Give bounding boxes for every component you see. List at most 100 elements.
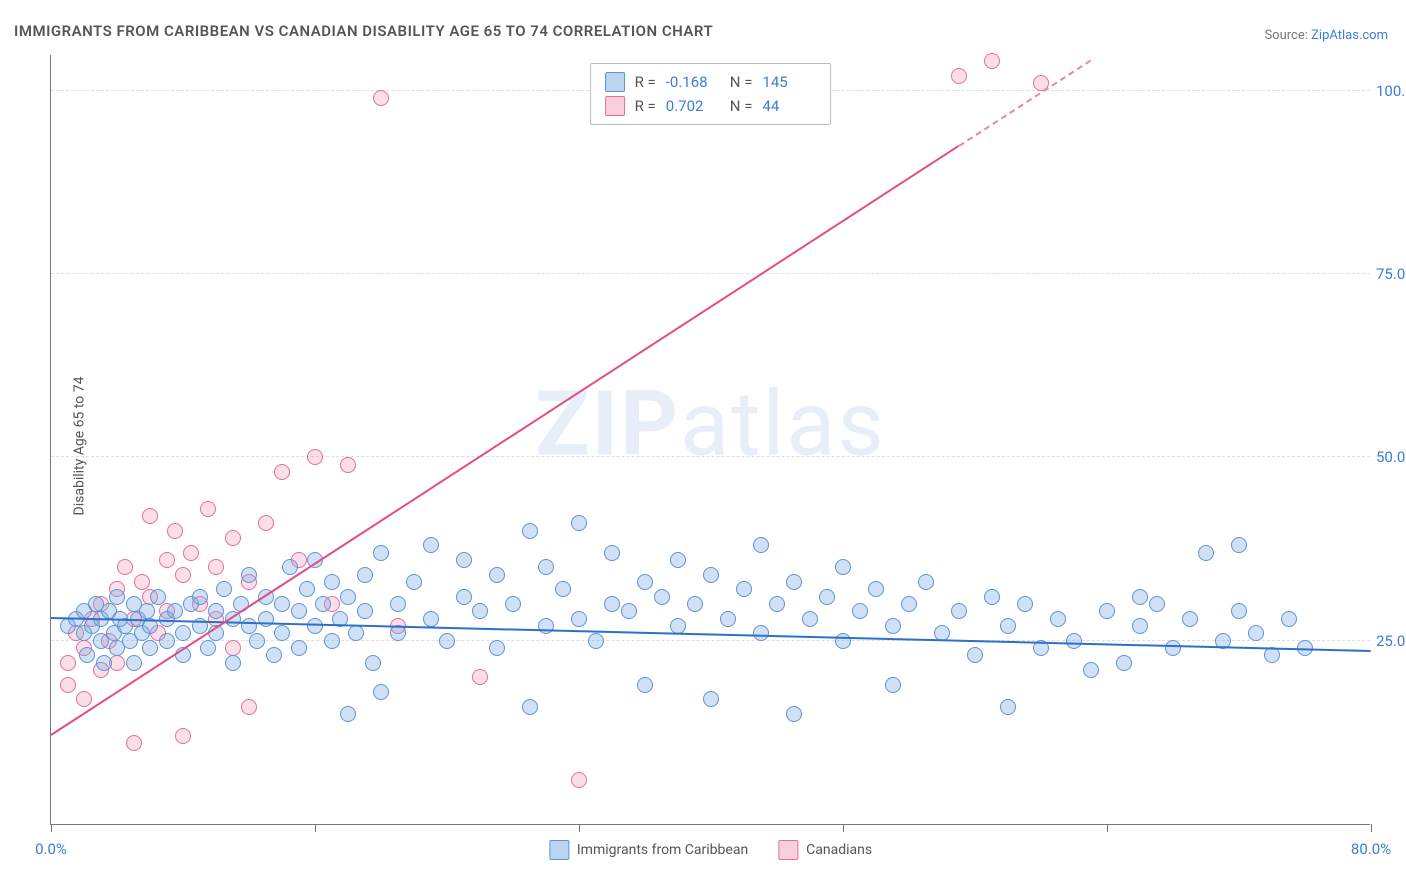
data-point xyxy=(274,596,290,612)
data-point xyxy=(142,640,158,656)
data-point xyxy=(406,574,422,590)
chart-title: IMMIGRANTS FROM CARIBBEAN VS CANADIAN DI… xyxy=(14,22,713,40)
data-point xyxy=(60,618,76,634)
data-point xyxy=(571,611,587,627)
data-point xyxy=(340,589,356,605)
data-point xyxy=(291,640,307,656)
data-point xyxy=(134,574,150,590)
data-point xyxy=(423,537,439,553)
gridline xyxy=(51,456,1370,457)
gridline xyxy=(51,640,1370,641)
plot-area: ZIPatlas R = -0.168 N = 145 R = 0.702 N … xyxy=(50,55,1370,825)
data-point xyxy=(1132,589,1148,605)
data-point xyxy=(208,559,224,575)
data-point xyxy=(819,589,835,605)
data-point xyxy=(241,699,257,715)
data-point xyxy=(175,728,191,744)
data-point xyxy=(555,581,571,597)
data-point xyxy=(769,596,785,612)
data-point xyxy=(324,633,340,649)
data-point xyxy=(835,559,851,575)
data-point xyxy=(357,567,373,583)
source-link[interactable]: ZipAtlas.com xyxy=(1311,28,1388,43)
data-point xyxy=(88,596,104,612)
data-point xyxy=(241,618,257,634)
data-point xyxy=(241,567,257,583)
data-point xyxy=(951,68,967,84)
data-point xyxy=(324,596,340,612)
data-point xyxy=(505,596,521,612)
x-tick xyxy=(315,824,316,832)
data-point xyxy=(1198,545,1214,561)
data-point xyxy=(159,611,175,627)
swatch-blue xyxy=(605,72,625,92)
data-point xyxy=(571,515,587,531)
data-point xyxy=(951,603,967,619)
x-tick xyxy=(51,824,52,832)
data-point xyxy=(1017,596,1033,612)
swatch-pink-icon xyxy=(778,840,798,860)
data-point xyxy=(315,596,331,612)
data-point xyxy=(84,618,100,634)
data-point xyxy=(753,537,769,553)
data-point xyxy=(282,559,298,575)
data-point xyxy=(736,581,752,597)
data-point xyxy=(159,552,175,568)
data-point xyxy=(786,574,802,590)
data-point xyxy=(139,603,155,619)
data-point xyxy=(142,589,158,605)
data-point xyxy=(200,640,216,656)
source-label: Source: xyxy=(1264,28,1307,43)
data-point xyxy=(225,655,241,671)
data-point xyxy=(538,559,554,575)
source-attribution: Source: ZipAtlas.com xyxy=(1264,28,1388,43)
data-point xyxy=(340,457,356,473)
data-point xyxy=(299,581,315,597)
data-point xyxy=(703,567,719,583)
swatch-blue-icon xyxy=(549,840,569,860)
data-point xyxy=(654,589,670,605)
data-point xyxy=(109,581,125,597)
data-point xyxy=(183,545,199,561)
data-point xyxy=(126,655,142,671)
x-tick-label: 80.0% xyxy=(1351,840,1391,858)
data-point xyxy=(901,596,917,612)
data-point xyxy=(967,647,983,663)
data-point xyxy=(885,677,901,693)
y-tick-label: 100.0% xyxy=(1376,82,1406,100)
data-point xyxy=(208,603,224,619)
data-point xyxy=(93,596,109,612)
data-point xyxy=(786,706,802,722)
data-point xyxy=(167,523,183,539)
data-point xyxy=(1099,603,1115,619)
data-point xyxy=(571,772,587,788)
data-point xyxy=(423,611,439,627)
data-point xyxy=(291,552,307,568)
data-point xyxy=(637,677,653,693)
data-point xyxy=(307,449,323,465)
data-point xyxy=(1000,699,1016,715)
data-point xyxy=(1083,662,1099,678)
data-point xyxy=(835,633,851,649)
data-point xyxy=(522,523,538,539)
data-point xyxy=(175,567,191,583)
data-point xyxy=(183,596,199,612)
data-point xyxy=(604,596,620,612)
data-point xyxy=(1132,618,1148,634)
data-point xyxy=(216,581,232,597)
series-legend: Immigrants from Caribbean Canadians xyxy=(549,840,872,860)
x-tick xyxy=(1371,824,1372,832)
data-point xyxy=(637,574,653,590)
data-point xyxy=(266,647,282,663)
data-point xyxy=(1165,640,1181,656)
data-point xyxy=(1066,633,1082,649)
data-point xyxy=(670,552,686,568)
data-point xyxy=(192,589,208,605)
data-point xyxy=(489,640,505,656)
stats-row-blue: R = -0.168 N = 145 xyxy=(605,70,817,94)
data-point xyxy=(373,684,389,700)
legend-item-blue: Immigrants from Caribbean xyxy=(549,840,748,860)
data-point xyxy=(1264,647,1280,663)
data-point xyxy=(249,633,265,649)
data-point xyxy=(852,603,868,619)
